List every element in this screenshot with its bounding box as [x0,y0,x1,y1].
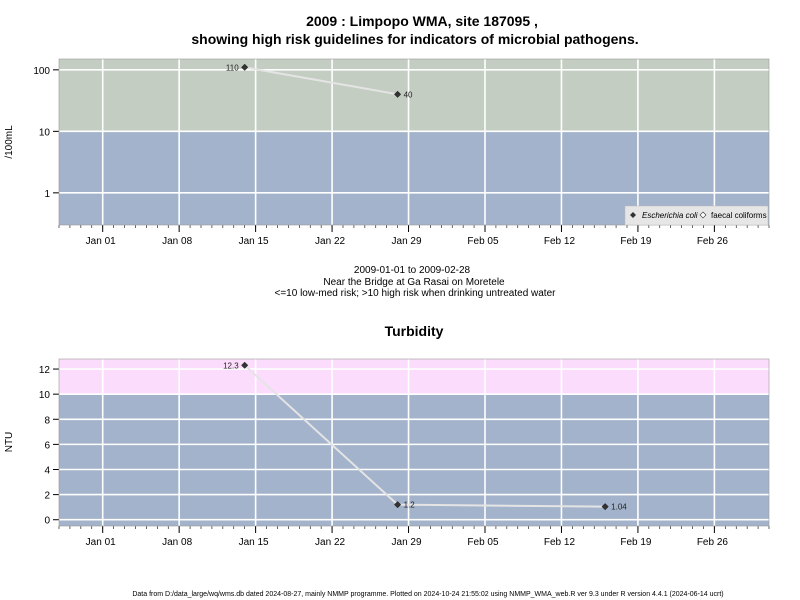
y-tick-label: 2 [44,491,50,502]
x-tick-label: Feb 12 [544,236,576,247]
risk-band [59,359,769,395]
x-tick-label: Feb 19 [620,537,652,548]
data-point [394,501,402,509]
x-tick-label: Jan 15 [239,236,269,247]
footer-note: Data from D:/data_large/wq/wms.db dated … [132,591,723,598]
x-tick-label: Jan 22 [315,236,345,247]
plot-frame [58,58,770,226]
x-tick-label: Feb 26 [697,236,729,247]
x-tick-label: Feb 05 [467,236,499,247]
legend-entry-ecoli: Escherichia coli [642,211,698,220]
y-tick-label: 4 [44,465,50,476]
y-axis-label-microbial: /100mL [4,125,15,159]
x-tick-label: Jan 01 [86,236,116,247]
data-point [601,503,609,511]
y-tick-label: 1 [44,189,50,200]
data-label: 40 [404,90,413,99]
y-tick-label: 100 [33,66,50,77]
y-tick-label: 0 [44,516,50,527]
x-tick-label: Jan 29 [392,537,422,548]
legend: Escherichia coli faecal coliforms [624,205,769,226]
legend-marker-ecoli [630,212,636,218]
data-point [394,90,402,98]
turbidity-plot-panel: Jan 01 Jan 08 Jan 15 Jan 22 Jan 29 Feb 05 Feb … [39,358,770,548]
x-tick-label: Jan 15 [239,537,269,548]
y-tick-label: 6 [44,440,50,451]
x-tick-label: Feb 05 [467,537,499,548]
legend-box [624,205,769,226]
turbidity-title: Turbidity [385,323,444,339]
caption-site: Near the Bridge at Ga Rasai on Moretele [323,277,505,288]
data-label: 1.04 [611,503,627,512]
y-tick-label: 12 [39,365,51,376]
legend-marker-faecal [699,211,707,219]
x-tick-label: Feb 12 [544,537,576,548]
caption-date-range: 2009-01-01 to 2009-02-28 [354,265,471,276]
y-tick-label: 10 [39,127,51,138]
legend-entry-faecal: faecal coliforms [711,211,767,220]
y-tick-label: 8 [44,415,50,426]
data-label: 1.2 [404,501,416,510]
caption-risk-note: <=10 low-med risk; >10 high risk when dr… [275,288,557,299]
risk-band [59,59,769,132]
data-point [241,63,249,71]
x-tick-label: Jan 22 [315,537,345,548]
microbial-plot-panel: Jan 01 Jan 08 Jan 15 Jan 22 Jan 29 Feb 05 Feb … [33,58,770,247]
data-point [241,361,249,369]
plot-frame [58,358,770,527]
y-tick-label: 10 [39,390,51,401]
chart-title-line1: 2009 : Limpopo WMA, site 187095 , [306,13,538,29]
x-tick-label: Feb 19 [620,236,652,247]
x-tick-label: Jan 08 [162,236,192,247]
x-tick-label: Jan 08 [162,537,192,548]
data-label: 12.3 [223,361,239,370]
x-tick-label: Feb 26 [697,537,729,548]
x-tick-label: Jan 29 [392,236,422,247]
series-line [244,66,398,96]
data-label: 110 [226,63,239,72]
x-tick-label: Jan 01 [86,537,116,548]
y-axis-label-turbidity: NTU [4,432,15,453]
chart-title-line2: showing high risk guidelines for indicat… [191,31,638,47]
